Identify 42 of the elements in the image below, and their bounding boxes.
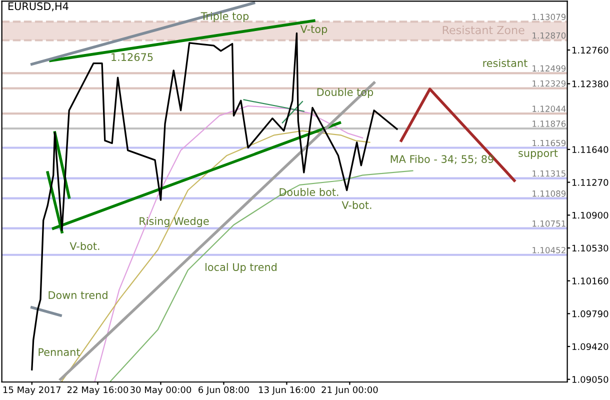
annotation: Pennant (38, 348, 80, 356)
annotation: Double top (317, 88, 374, 98)
x-tick-label: 6 Jun 08:00 (198, 386, 249, 395)
x-tick-label: 22 May 16:00 (67, 386, 128, 395)
y-tick-label: 1.09790 (572, 310, 608, 318)
y-tick-label: 1.09420 (572, 343, 608, 350)
x-tick-label: 15 May 2017 (3, 386, 61, 395)
y-tick-label: 1.10900 (572, 212, 608, 219)
ref-line-label: 1.12044 (532, 106, 566, 112)
y-tick-label: 1.11640 (572, 146, 608, 153)
annotation: MA Fibo - 34; 55; 89 (390, 154, 494, 164)
annotation: support (518, 150, 558, 160)
annotation: V-bot. (70, 242, 100, 250)
ref-line-label: 1.13079 (532, 14, 566, 20)
ref-line-label: 1.12870 (532, 32, 566, 39)
ref-line-label: 1.11315 (532, 170, 566, 177)
ref-line-label: 1.11089 (532, 190, 566, 197)
ref-line-label: 1.12329 (532, 80, 566, 87)
ref-line-label: 1.10751 (532, 220, 566, 227)
annotation: local Up trend (206, 262, 276, 274)
annotation: Rising Wedge (140, 216, 209, 228)
y-tick-label: 1.10160 (572, 278, 608, 284)
annotation: Down trend (48, 290, 108, 300)
ref-line-label: 1.10452 (532, 246, 566, 254)
ref-line-label: 1.12499 (532, 65, 566, 72)
y-tick-label: 1.12760 (572, 46, 608, 54)
y-tick-label: 1.12380 (572, 80, 608, 88)
annotation: V-bot. (342, 200, 372, 210)
ref-line-label: 1.11876 (532, 120, 566, 127)
ref-line-label: 1.11659 (532, 140, 566, 146)
x-tick-label: 30 May 00:00 (130, 386, 192, 395)
y-tick-label: 1.11270 (572, 179, 608, 186)
annotation: resistant (483, 58, 528, 68)
x-tick-label: 13 Jun 16:00 (259, 386, 315, 395)
y-tick-label: 1.10530 (572, 244, 608, 252)
line-series (110, 170, 414, 382)
y-tick-label: 1.09050 (572, 376, 608, 383)
annotation: 1.12675 (112, 53, 153, 62)
x-tick-label: 21 Jun 00:00 (322, 386, 378, 395)
annotation: V-top (300, 25, 328, 36)
chart-title: EURUSD,H4 (8, 2, 68, 12)
annotation: Triple top (200, 12, 249, 22)
